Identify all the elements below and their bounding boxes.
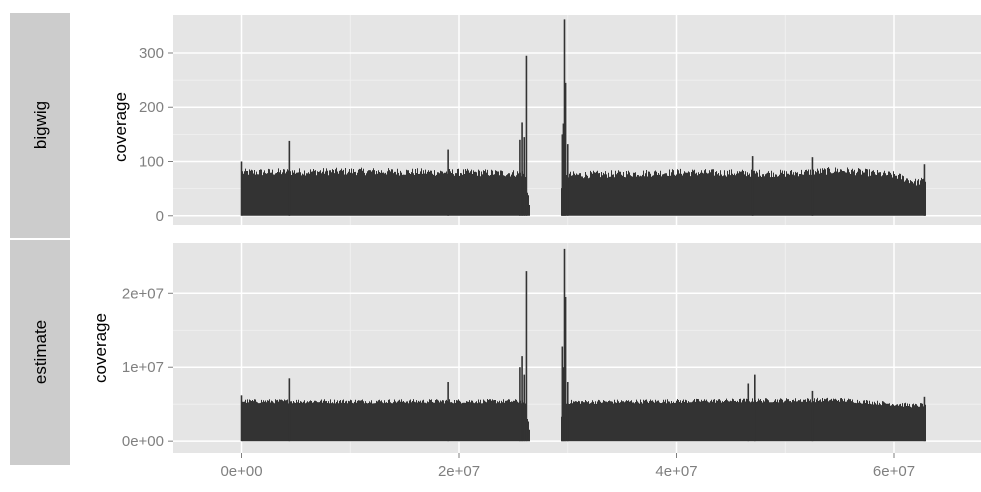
- panel-estimate: estimate coverage 0e+00 1e+07 2e+07: [10, 240, 981, 465]
- y-tick-label: 200: [139, 99, 164, 116]
- strip-label-estimate: estimate: [31, 320, 50, 384]
- coverage-area-estimate: [242, 397, 926, 442]
- x-axis: 0e+00 2e+07 4e+07 6e+07: [220, 453, 915, 480]
- y-ticks-bigwig: 0 100 200 300: [139, 45, 173, 225]
- strip-bigwig: [10, 13, 70, 238]
- x-tick-label: 6e+07: [873, 463, 915, 480]
- x-tick-label: 0e+00: [220, 463, 262, 480]
- panel-bigwig: bigwig coverage 0 100 200 300: [10, 13, 981, 238]
- strip-label-bigwig: bigwig: [31, 101, 50, 149]
- y-axis-title-bigwig: coverage: [111, 92, 130, 162]
- y-tick-label: 1e+07: [122, 359, 164, 376]
- x-tick-label: 4e+07: [655, 463, 697, 480]
- y-ticks-estimate: 0e+00 1e+07 2e+07: [122, 285, 173, 450]
- coverage-area-bigwig: [242, 167, 926, 216]
- y-tick-label: 2e+07: [122, 285, 164, 302]
- y-tick-label: 0e+00: [122, 433, 164, 450]
- y-tick-label: 100: [139, 154, 164, 171]
- y-axis-title-estimate: coverage: [91, 313, 110, 383]
- strip-estimate: [10, 240, 70, 465]
- y-tick-label: 0: [156, 208, 164, 225]
- x-tick-label: 2e+07: [438, 463, 480, 480]
- y-tick-label: 300: [139, 45, 164, 62]
